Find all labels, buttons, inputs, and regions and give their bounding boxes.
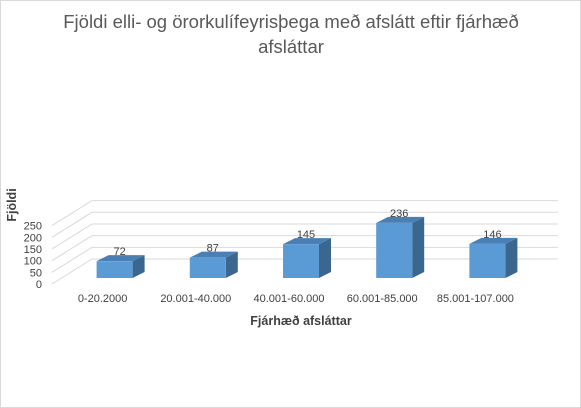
- bar-top: [283, 238, 331, 245]
- y-tick-label: 150: [24, 244, 42, 256]
- data-label: 146: [483, 229, 501, 241]
- y-tick-label: 0: [36, 279, 42, 291]
- chart-title: Fjöldi elli- og örorkulífeyrisþega með a…: [63, 11, 519, 57]
- gridline: [51, 211, 558, 238]
- y-tick-label: 250: [24, 221, 42, 233]
- bar-side: [319, 238, 331, 278]
- x-axis-ticks: 0-20.2000 20.001-40.000 40.001-60.000 60.00…: [78, 293, 514, 305]
- x-axis-title: Fjárhæð afsláttar: [250, 314, 352, 328]
- bar-front: [283, 244, 319, 278]
- x-tick-label: 0-20.2000: [78, 293, 128, 305]
- data-label: 72: [113, 246, 125, 258]
- y-tick-label: 200: [24, 232, 42, 244]
- x-tick-label: 20.001-40.000: [160, 293, 231, 305]
- bar-front: [376, 222, 413, 278]
- bar-top: [96, 255, 145, 262]
- data-label: 87: [207, 243, 219, 255]
- y-axis-title: Fjöldi: [5, 188, 19, 221]
- bar: [189, 251, 238, 278]
- bar-top: [469, 237, 518, 244]
- bar: [469, 237, 518, 278]
- bar-front: [96, 261, 133, 278]
- x-tick-label: 85.001-107.000: [437, 293, 514, 305]
- bar-side: [505, 237, 518, 278]
- bar: [96, 255, 145, 278]
- bar-front: [469, 243, 506, 278]
- bar-front: [189, 257, 226, 278]
- bar: [283, 238, 331, 278]
- bar-top: [376, 216, 425, 223]
- gridline: [51, 200, 558, 227]
- y-tick-label: 50: [30, 267, 42, 279]
- data-label: 145: [297, 229, 315, 241]
- data-labels: 72 87 145 236 146: [113, 208, 501, 258]
- y-tick-label: 100: [24, 256, 42, 268]
- x-tick-label: 40.001-60.000: [254, 293, 325, 305]
- bar-top: [189, 251, 238, 258]
- data-label: 236: [390, 208, 408, 220]
- bar: [376, 216, 425, 278]
- x-tick-label: 60.001-85.000: [347, 293, 418, 305]
- bar-side: [132, 255, 145, 278]
- bar-side: [412, 216, 425, 278]
- bar-side: [225, 251, 238, 278]
- bars: [96, 216, 518, 278]
